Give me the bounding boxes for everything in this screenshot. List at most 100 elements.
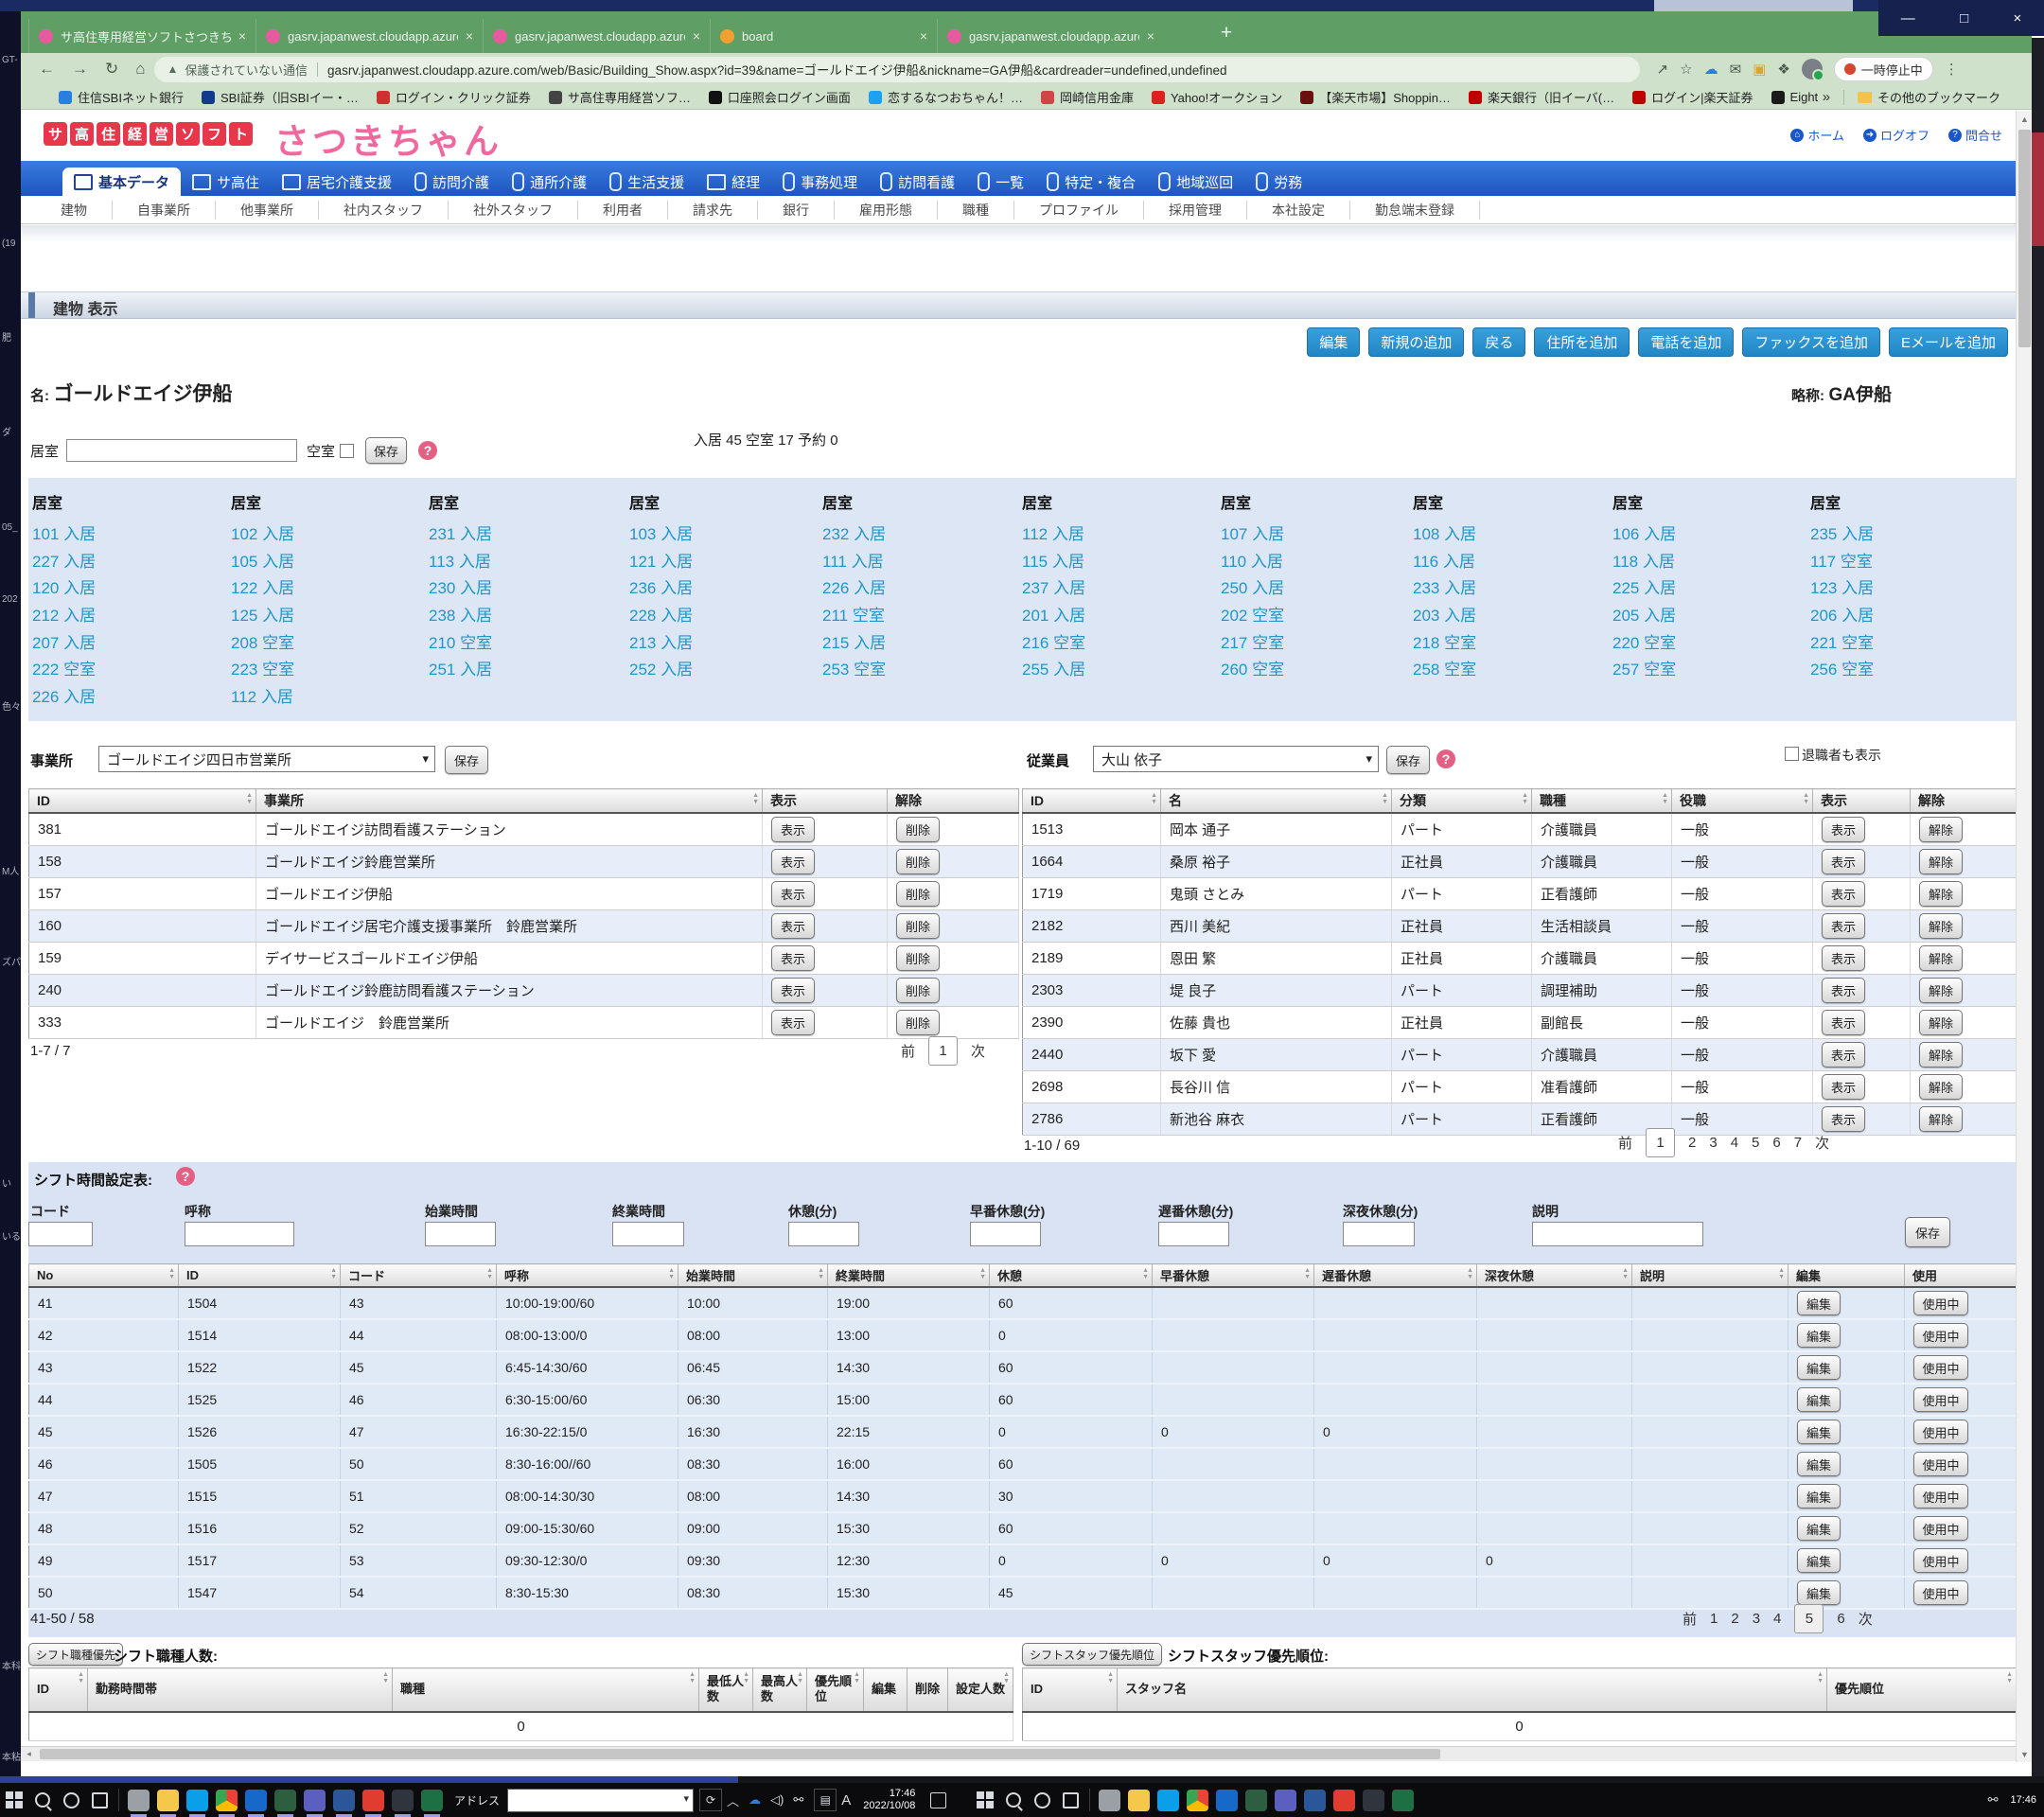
taskbar-app-icon[interactable]	[362, 1790, 384, 1811]
edit-button[interactable]: 編集	[1797, 1548, 1841, 1573]
edit-button[interactable]: 編集	[1797, 1355, 1841, 1380]
room-link[interactable]: 111 入居	[822, 548, 1012, 575]
room-link[interactable]: 213 入居	[629, 629, 819, 657]
sub-nav-item[interactable]: 雇用形態	[835, 201, 938, 220]
ime-letter[interactable]: A	[841, 1792, 851, 1808]
show-button[interactable]: 表示	[771, 945, 815, 971]
room-link[interactable]: 112 入居	[1022, 520, 1211, 548]
room-link[interactable]: 105 入居	[231, 548, 420, 575]
tab-close-icon[interactable]: ×	[238, 28, 246, 44]
scroll-up-arrow[interactable]: ▲	[2017, 111, 2033, 127]
next-page[interactable]: 次	[1859, 1609, 1873, 1629]
release-button[interactable]: 解除	[1919, 1042, 1963, 1067]
taskbar-clock[interactable]: 17:462022/10/08	[863, 1788, 915, 1812]
room-link[interactable]: 106 入居	[1612, 520, 1802, 548]
reload-icon[interactable]: ↻	[105, 60, 118, 79]
room-link[interactable]: 220 空室	[1612, 629, 1802, 657]
edit-button[interactable]: 編集	[1797, 1420, 1841, 1444]
edit-button[interactable]: 編集	[1797, 1484, 1841, 1508]
bookmark-item[interactable]: SBI証券（旧SBIイー・…	[202, 88, 359, 106]
sub-nav-item[interactable]: 銀行	[758, 201, 835, 220]
extension-mail-icon[interactable]: ✉	[1730, 61, 1742, 78]
page-1[interactable]: 1	[1710, 1611, 1718, 1627]
taskbar-app-icon[interactable]	[1333, 1790, 1355, 1811]
sort-icon[interactable]: ▲▼	[752, 792, 759, 805]
pause-badge[interactable]: 一時停止中	[1834, 57, 1933, 81]
sort-icon[interactable]: ▲▼	[382, 1671, 389, 1685]
room-link[interactable]: 256 空室	[1810, 656, 2000, 683]
taskbar-app-icon[interactable]	[1187, 1790, 1208, 1811]
taskbar-clock-2[interactable]: 17:46	[2010, 1794, 2036, 1807]
room-filter-input[interactable]	[66, 439, 297, 462]
in-use-button[interactable]: 使用中	[1913, 1452, 1968, 1476]
sub-nav-item[interactable]: 建物	[36, 201, 113, 220]
nav-tab-keiri[interactable]: 経理	[696, 168, 771, 196]
sub-nav-item[interactable]: 採用管理	[1144, 201, 1247, 220]
other-bookmarks[interactable]: その他のブックマーク	[1858, 88, 2000, 106]
room-link[interactable]: 125 入居	[231, 602, 420, 629]
page-1[interactable]: 1	[1646, 1128, 1675, 1157]
sort-icon[interactable]: ▲▼	[1151, 792, 1157, 805]
sub-nav-item[interactable]: 請求先	[668, 201, 758, 220]
show-button[interactable]: 表示	[1822, 1074, 1865, 1100]
url-bar[interactable]: ▲ 保護されていない通信 gasrv.japanwest.cloudapp.az…	[154, 57, 1640, 82]
edit-button[interactable]: 編集	[1797, 1452, 1841, 1476]
sort-icon[interactable]: ▲▼	[1817, 1671, 1824, 1685]
sort-icon[interactable]: ▲▼	[168, 1267, 175, 1280]
sort-icon[interactable]: ▲▼	[797, 1671, 803, 1685]
room-link[interactable]: 225 入居	[1612, 574, 1802, 602]
horizontal-scrollbar[interactable]: ◂	[21, 1746, 2016, 1761]
top-link[interactable]: ? 問合せ	[1948, 126, 2002, 144]
scroll-left-arrow[interactable]: ◂	[21, 1747, 37, 1761]
extensions-puzzle-icon[interactable]: ❖	[1777, 61, 1789, 78]
room-link[interactable]: 232 入居	[822, 520, 1012, 548]
sub-nav-item[interactable]: 本社設定	[1247, 201, 1350, 220]
prev-page[interactable]: 前	[1683, 1609, 1697, 1629]
room-link[interactable]: 115 入居	[1022, 548, 1211, 575]
shift-code-input[interactable]	[28, 1222, 93, 1246]
room-link[interactable]: 215 入居	[822, 629, 1012, 657]
release-button[interactable]: 解除	[1919, 1074, 1963, 1100]
sort-icon[interactable]: ▲▼	[78, 1671, 84, 1685]
room-link[interactable]: 250 入居	[1221, 574, 1410, 602]
vertical-scrollbar[interactable]: ▲ ▼	[2016, 111, 2032, 1762]
show-button[interactable]: 表示	[771, 881, 815, 907]
in-use-button[interactable]: 使用中	[1913, 1323, 1968, 1348]
room-link[interactable]: 222 空室	[32, 656, 221, 683]
room-link[interactable]: 237 入居	[1022, 574, 1211, 602]
release-button[interactable]: 解除	[1919, 849, 1963, 874]
tab-close-icon[interactable]: ×	[1147, 28, 1154, 44]
scroll-thumb[interactable]	[40, 1749, 1440, 1759]
task-view-icon[interactable]	[85, 1783, 114, 1817]
add-phone-button[interactable]: 電話を追加	[1638, 327, 1734, 357]
edit-button[interactable]: 編集	[1797, 1291, 1841, 1315]
nav-tab-sakoju[interactable]: サ高住	[181, 168, 271, 196]
sub-nav-item[interactable]: 社外スタッフ	[449, 201, 578, 220]
refresh-icon[interactable]: ⟳	[699, 1789, 722, 1811]
sort-icon[interactable]: ▲▼	[818, 1267, 824, 1280]
room-link[interactable]: 123 入居	[1810, 574, 2000, 602]
taskbar-app-icon[interactable]	[1363, 1790, 1384, 1811]
sort-icon[interactable]: ▲▼	[1382, 792, 1388, 805]
nav-tab-kyotaku[interactable]: 居宅介護支援	[271, 168, 403, 196]
bookmark-item[interactable]: ログイン・クリック証券	[377, 88, 531, 106]
cortana-icon[interactable]	[57, 1783, 85, 1817]
room-link[interactable]: 258 空室	[1413, 656, 1602, 683]
top-link[interactable]: ➜ ログオフ	[1863, 126, 1929, 144]
address-input[interactable]	[507, 1789, 694, 1812]
room-link[interactable]: 107 入居	[1221, 520, 1410, 548]
bookmark-item[interactable]: Eight	[1771, 90, 1819, 104]
show-button[interactable]: 表示	[771, 978, 815, 1003]
release-button[interactable]: 解除	[1919, 945, 1963, 971]
link-icon-2[interactable]: ⚯	[1988, 1792, 1999, 1808]
taskbar-app-icon[interactable]	[216, 1790, 238, 1811]
nav-tab-jimu-shori[interactable]: 事務処理	[771, 168, 869, 196]
sort-icon[interactable]: ▲▼	[1662, 792, 1668, 805]
start-button[interactable]	[0, 1783, 28, 1817]
edit-button[interactable]: 編集	[1307, 327, 1360, 357]
nav-tab-homon-kango[interactable]: 訪問看護	[869, 168, 966, 196]
sort-icon[interactable]: ▲▼	[1467, 1267, 1473, 1280]
room-link[interactable]: 207 入居	[32, 629, 221, 657]
delete-button[interactable]: 削除	[896, 945, 940, 971]
page-6[interactable]: 6	[1837, 1611, 1844, 1627]
